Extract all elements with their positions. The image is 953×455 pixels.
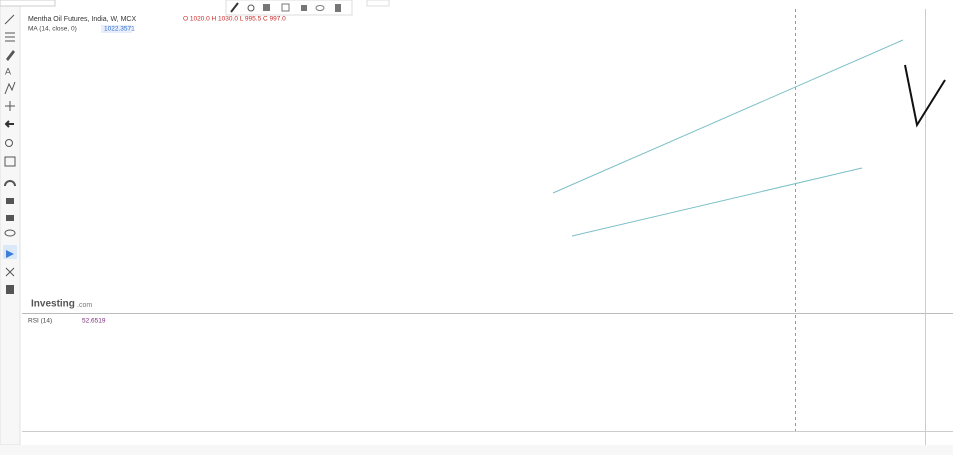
lock-all-tool[interactable]: [6, 215, 14, 221]
remove-tool[interactable]: [5, 267, 15, 277]
lock-tool[interactable]: [6, 198, 14, 204]
measure-tool[interactable]: [5, 101, 15, 111]
back-tool[interactable]: [4, 120, 14, 128]
hand-drawn-arrow: [904, 64, 946, 128]
zoom-tool[interactable]: [5, 139, 13, 147]
chart-title: Mentha Oil Futures, India, W, MCX: [28, 16, 136, 23]
pattern-tool[interactable]: [4, 81, 16, 95]
magnet-tool[interactable]: [4, 180, 16, 187]
hide-tool[interactable]: [4, 229, 16, 237]
pencil-button[interactable]: [230, 2, 239, 13]
footer-bar: [0, 445, 953, 455]
text-tool-icon[interactable]: A: [5, 66, 11, 76]
visibility-button[interactable]: [315, 5, 325, 11]
ma-label: MA (14, close, 0): [28, 26, 77, 33]
settings-button[interactable]: [247, 4, 255, 12]
channel-upper: [552, 39, 904, 194]
lock-button[interactable]: [301, 5, 307, 11]
trend-line-tool[interactable]: [4, 14, 15, 25]
ma-value-bg: [101, 25, 132, 33]
drawings: [552, 9, 904, 431]
brush-tool[interactable]: [6, 50, 15, 61]
zoom-out-tool[interactable]: [4, 156, 16, 167]
ohlc-readout: O 1020.0 H 1030.0 L 995.5 C 997.0: [183, 16, 286, 23]
logo: Investing: [31, 299, 75, 310]
left-toolbar: A: [0, 0, 21, 446]
fib-tool[interactable]: [5, 32, 15, 42]
search-box[interactable]: [0, 0, 56, 7]
color-button[interactable]: [263, 4, 270, 11]
trash-tool[interactable]: [6, 285, 14, 294]
rsi-value: 52.6519: [82, 318, 106, 325]
drawing-toolbar: [0, 0, 390, 16]
tags-tool[interactable]: [6, 250, 14, 258]
tab-box[interactable]: [366, 0, 390, 7]
style-button[interactable]: [281, 3, 290, 12]
ma-value: 1022.3571: [104, 26, 135, 33]
rsi-label: RSI (14): [28, 318, 52, 325]
channel-lower: [571, 167, 863, 237]
delete-button[interactable]: [335, 4, 341, 12]
logo-suffix: .com: [77, 302, 92, 309]
